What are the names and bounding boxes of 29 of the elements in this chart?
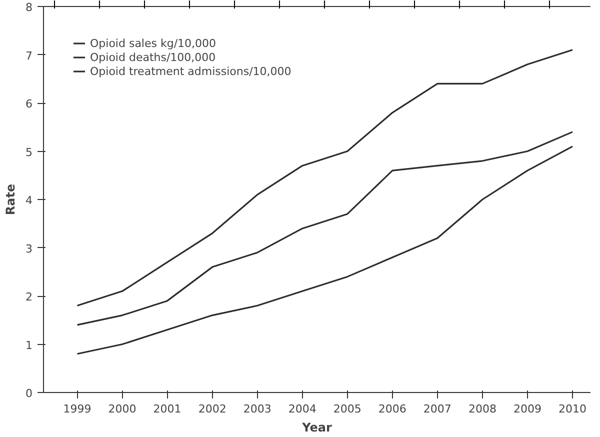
legend-label: Opioid sales kg/10,000 xyxy=(90,36,216,50)
x-tick-label: 2001 xyxy=(153,402,182,416)
x-tick-label: 2009 xyxy=(513,402,542,416)
y-tick-label: 1 xyxy=(26,338,32,352)
y-tick-label: 7 xyxy=(26,49,32,62)
line-series xyxy=(76,131,574,326)
line-series xyxy=(76,146,574,355)
y-tick-label: 3 xyxy=(26,242,32,256)
x-axis-title: Year xyxy=(301,420,332,434)
x-tick-label: 2002 xyxy=(198,402,226,416)
x-tick-label: 2003 xyxy=(243,402,272,416)
y-tick-label: 6 xyxy=(26,98,32,110)
legend-label: Opioid treatment admissions/10,000 xyxy=(90,64,292,78)
x-tick-label: 2000 xyxy=(108,402,136,416)
y-tick-label: 4 xyxy=(26,194,32,207)
legend-label: Opioid deaths/100,000 xyxy=(90,50,216,64)
y-axis-title: Rate xyxy=(4,184,18,216)
y-tick-label: 8 xyxy=(26,1,32,14)
line-series xyxy=(76,49,574,306)
y-tick-label: 2 xyxy=(26,290,32,304)
x-tick-label: 2008 xyxy=(468,402,496,416)
x-tick-label: 2010 xyxy=(558,402,586,416)
x-tick-label: 2006 xyxy=(378,402,406,416)
y-tick-label: 5 xyxy=(26,146,32,159)
x-tick-label: 1999 xyxy=(63,402,92,416)
x-tick-label: 2005 xyxy=(333,402,362,416)
x-tick-label: 2007 xyxy=(423,402,452,416)
y-tick-label: 0 xyxy=(26,387,32,400)
x-tick-label: 2004 xyxy=(288,402,316,416)
